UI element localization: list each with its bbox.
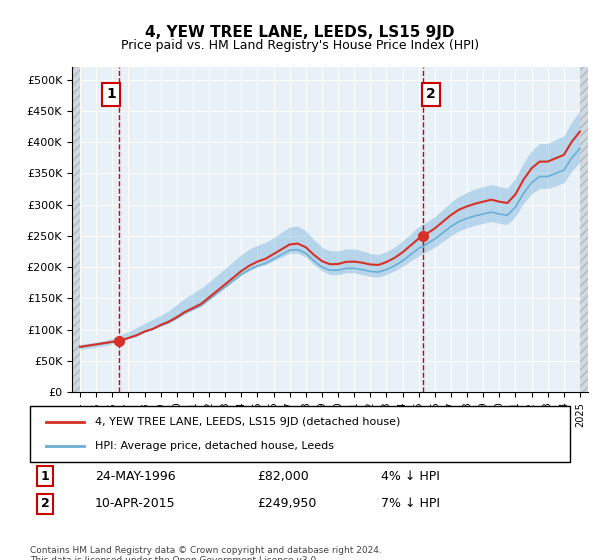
Text: 4, YEW TREE LANE, LEEDS, LS15 9JD: 4, YEW TREE LANE, LEEDS, LS15 9JD <box>145 25 455 40</box>
Text: 2: 2 <box>41 497 50 510</box>
Text: 4% ↓ HPI: 4% ↓ HPI <box>381 470 440 483</box>
Text: 4, YEW TREE LANE, LEEDS, LS15 9JD (detached house): 4, YEW TREE LANE, LEEDS, LS15 9JD (detac… <box>95 417 400 427</box>
FancyBboxPatch shape <box>30 406 570 462</box>
Text: Price paid vs. HM Land Registry's House Price Index (HPI): Price paid vs. HM Land Registry's House … <box>121 39 479 52</box>
Text: 1: 1 <box>106 87 116 101</box>
Text: £82,000: £82,000 <box>257 470 308 483</box>
Text: Contains HM Land Registry data © Crown copyright and database right 2024.
This d: Contains HM Land Registry data © Crown c… <box>30 546 382 560</box>
Text: 1: 1 <box>41 470 50 483</box>
Text: 7% ↓ HPI: 7% ↓ HPI <box>381 497 440 510</box>
Text: 24-MAY-1996: 24-MAY-1996 <box>95 470 175 483</box>
Text: 10-APR-2015: 10-APR-2015 <box>95 497 175 510</box>
Text: £249,950: £249,950 <box>257 497 316 510</box>
Text: HPI: Average price, detached house, Leeds: HPI: Average price, detached house, Leed… <box>95 441 334 451</box>
Text: 2: 2 <box>426 87 436 101</box>
